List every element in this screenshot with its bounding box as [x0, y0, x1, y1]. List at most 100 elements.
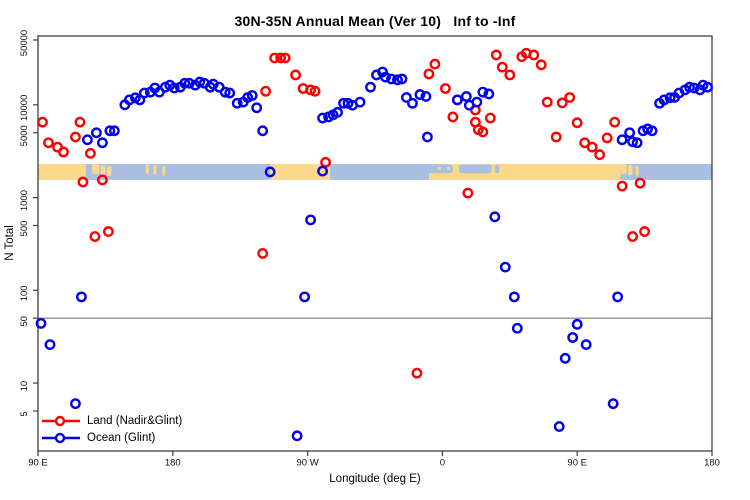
ocean-point — [82, 134, 93, 146]
ocean-point — [224, 87, 236, 99]
chart-title: 30N-35N Annual Mean (Ver 10) Inf to -Inf — [234, 13, 516, 29]
map-band-island — [100, 165, 106, 175]
x-tick-label: 90 W — [297, 458, 319, 469]
land-point — [257, 248, 269, 259]
ocean-point — [123, 94, 135, 106]
map-band-sea-patch — [494, 164, 500, 174]
ocean-point — [365, 81, 376, 93]
ocean-point — [631, 137, 643, 149]
ocean-point — [219, 86, 231, 98]
ocean-point — [97, 137, 108, 149]
ocean-point — [616, 134, 628, 146]
legend-symbol-icon — [42, 432, 80, 443]
map-band-island — [106, 166, 112, 176]
land-point — [58, 146, 69, 158]
ocean-point — [414, 89, 426, 100]
map-band-island — [153, 165, 157, 175]
land-point — [496, 61, 508, 73]
ocean-point — [567, 332, 579, 343]
legend-label: Land (Nadir&Glint) — [87, 414, 183, 427]
land-point — [477, 126, 489, 138]
ocean-point — [499, 261, 511, 273]
ocean-point — [553, 421, 565, 432]
land-point — [541, 96, 553, 108]
map-band-island — [145, 164, 149, 174]
x-tick-label: 0 — [440, 458, 445, 469]
ocean-point — [299, 291, 311, 303]
map-band-speck — [437, 167, 441, 171]
ocean-point — [44, 339, 56, 350]
x-axis-title: Longitude (deg E) — [329, 473, 421, 485]
land-point — [462, 187, 474, 199]
ocean-point — [392, 74, 403, 86]
land-point — [77, 176, 89, 188]
legend: Land (Nadir&Glint) Ocean (Glint) — [41, 413, 182, 445]
map-band-speck — [446, 167, 450, 171]
y-tick-label: 5000 — [19, 125, 30, 146]
ocean-point — [317, 165, 328, 177]
land-point — [269, 52, 281, 64]
ocean-point — [684, 81, 695, 93]
plot-frame — [37, 35, 713, 452]
ocean-point — [664, 92, 676, 104]
ocean-point — [702, 81, 713, 93]
x-tick-label: 180 — [704, 458, 720, 469]
land-point — [275, 52, 287, 64]
ocean-point — [231, 97, 243, 109]
ocean-point — [246, 90, 258, 101]
ocean-point — [108, 125, 120, 137]
map-band-land — [38, 164, 86, 180]
land-point — [556, 97, 568, 109]
y-tick-label: 500 — [19, 221, 30, 237]
x-tick-label: 180 — [165, 458, 181, 469]
land-point — [616, 180, 628, 192]
y-tick-label: 50000 — [19, 30, 30, 56]
ocean-point — [91, 127, 102, 139]
land-point — [74, 116, 86, 128]
map-band-sea-patch — [458, 164, 492, 174]
map-band-island — [162, 166, 166, 176]
ocean-point — [104, 125, 116, 137]
land-point — [447, 111, 459, 123]
ocean-point — [477, 86, 489, 98]
land-point — [586, 141, 598, 153]
y-tick-label: 1000 — [19, 190, 30, 211]
ocean-point — [401, 92, 412, 103]
ocean-point — [508, 291, 520, 303]
land-point — [260, 85, 272, 97]
land-point — [634, 177, 646, 189]
ocean-point — [168, 82, 180, 94]
ocean-point — [420, 91, 432, 102]
ocean-point — [380, 71, 391, 83]
land-point — [528, 49, 540, 61]
legend-item-ocean: Ocean (Glint) — [41, 430, 182, 445]
ocean-point — [460, 91, 472, 102]
ocean-point — [70, 398, 81, 410]
land-point — [290, 69, 302, 81]
land-point — [411, 367, 423, 379]
land-point — [627, 231, 639, 242]
ocean-point — [264, 166, 276, 178]
land-point — [37, 116, 48, 128]
y-tick-label: 100 — [19, 285, 30, 301]
land-point — [639, 226, 650, 237]
land-point — [490, 49, 502, 61]
ocean-point — [624, 127, 636, 139]
land-point — [429, 58, 441, 70]
ocean-point — [291, 430, 303, 442]
ocean-point — [658, 94, 670, 106]
map-band-island — [628, 165, 633, 175]
ocean-point — [354, 96, 366, 108]
y-tick-label: 10 — [19, 381, 30, 392]
ocean-point — [422, 131, 433, 143]
land-point — [309, 85, 321, 97]
ocean-point — [451, 94, 463, 106]
map-band-island — [620, 164, 627, 174]
land-point — [85, 147, 96, 159]
ocean-point — [76, 291, 87, 303]
ocean-point — [317, 112, 328, 124]
legend-symbol-icon — [42, 415, 80, 426]
ocean-point — [688, 82, 700, 94]
